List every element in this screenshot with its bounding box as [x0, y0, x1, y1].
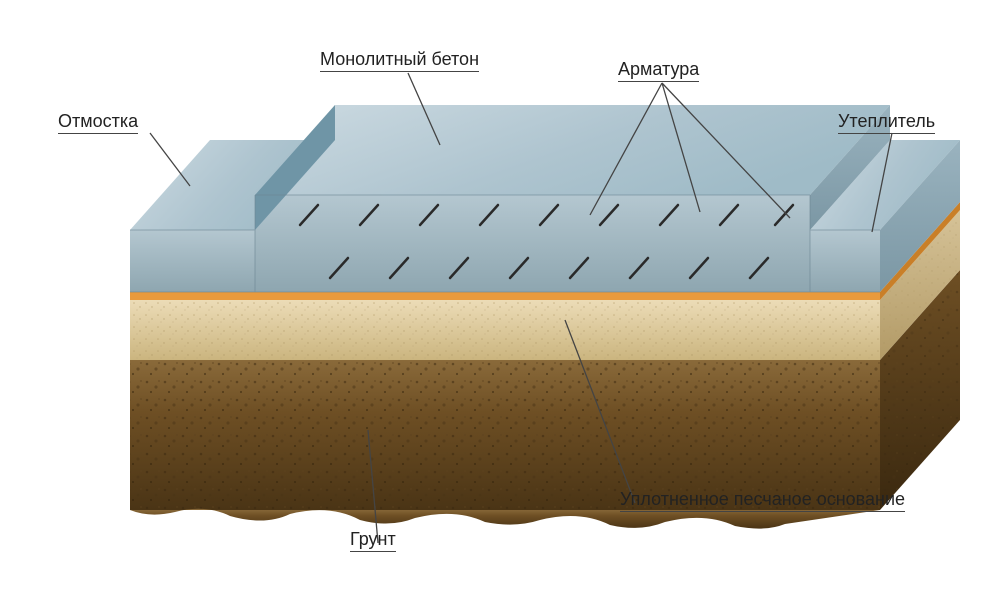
label-otmostka: Отмостка — [58, 112, 138, 132]
insulation-front — [130, 292, 880, 300]
concrete-slab-top — [255, 105, 890, 195]
diagram-stage: Отмостка Монолитный бетон Арматура Утепл… — [0, 0, 1000, 600]
leader-otmostka — [150, 133, 190, 186]
concrete-left-ledge-front — [130, 230, 255, 292]
label-uteplitel: Утеплитель — [838, 112, 935, 132]
label-beton: Монолитный бетон — [320, 50, 479, 70]
label-grunt: Грунт — [350, 530, 396, 550]
concrete-right-ledge-front — [810, 230, 880, 292]
label-pesok: Уплотненное песчаное основание — [620, 490, 905, 510]
concrete-slab-front — [255, 195, 810, 292]
label-armatura: Арматура — [618, 60, 699, 80]
